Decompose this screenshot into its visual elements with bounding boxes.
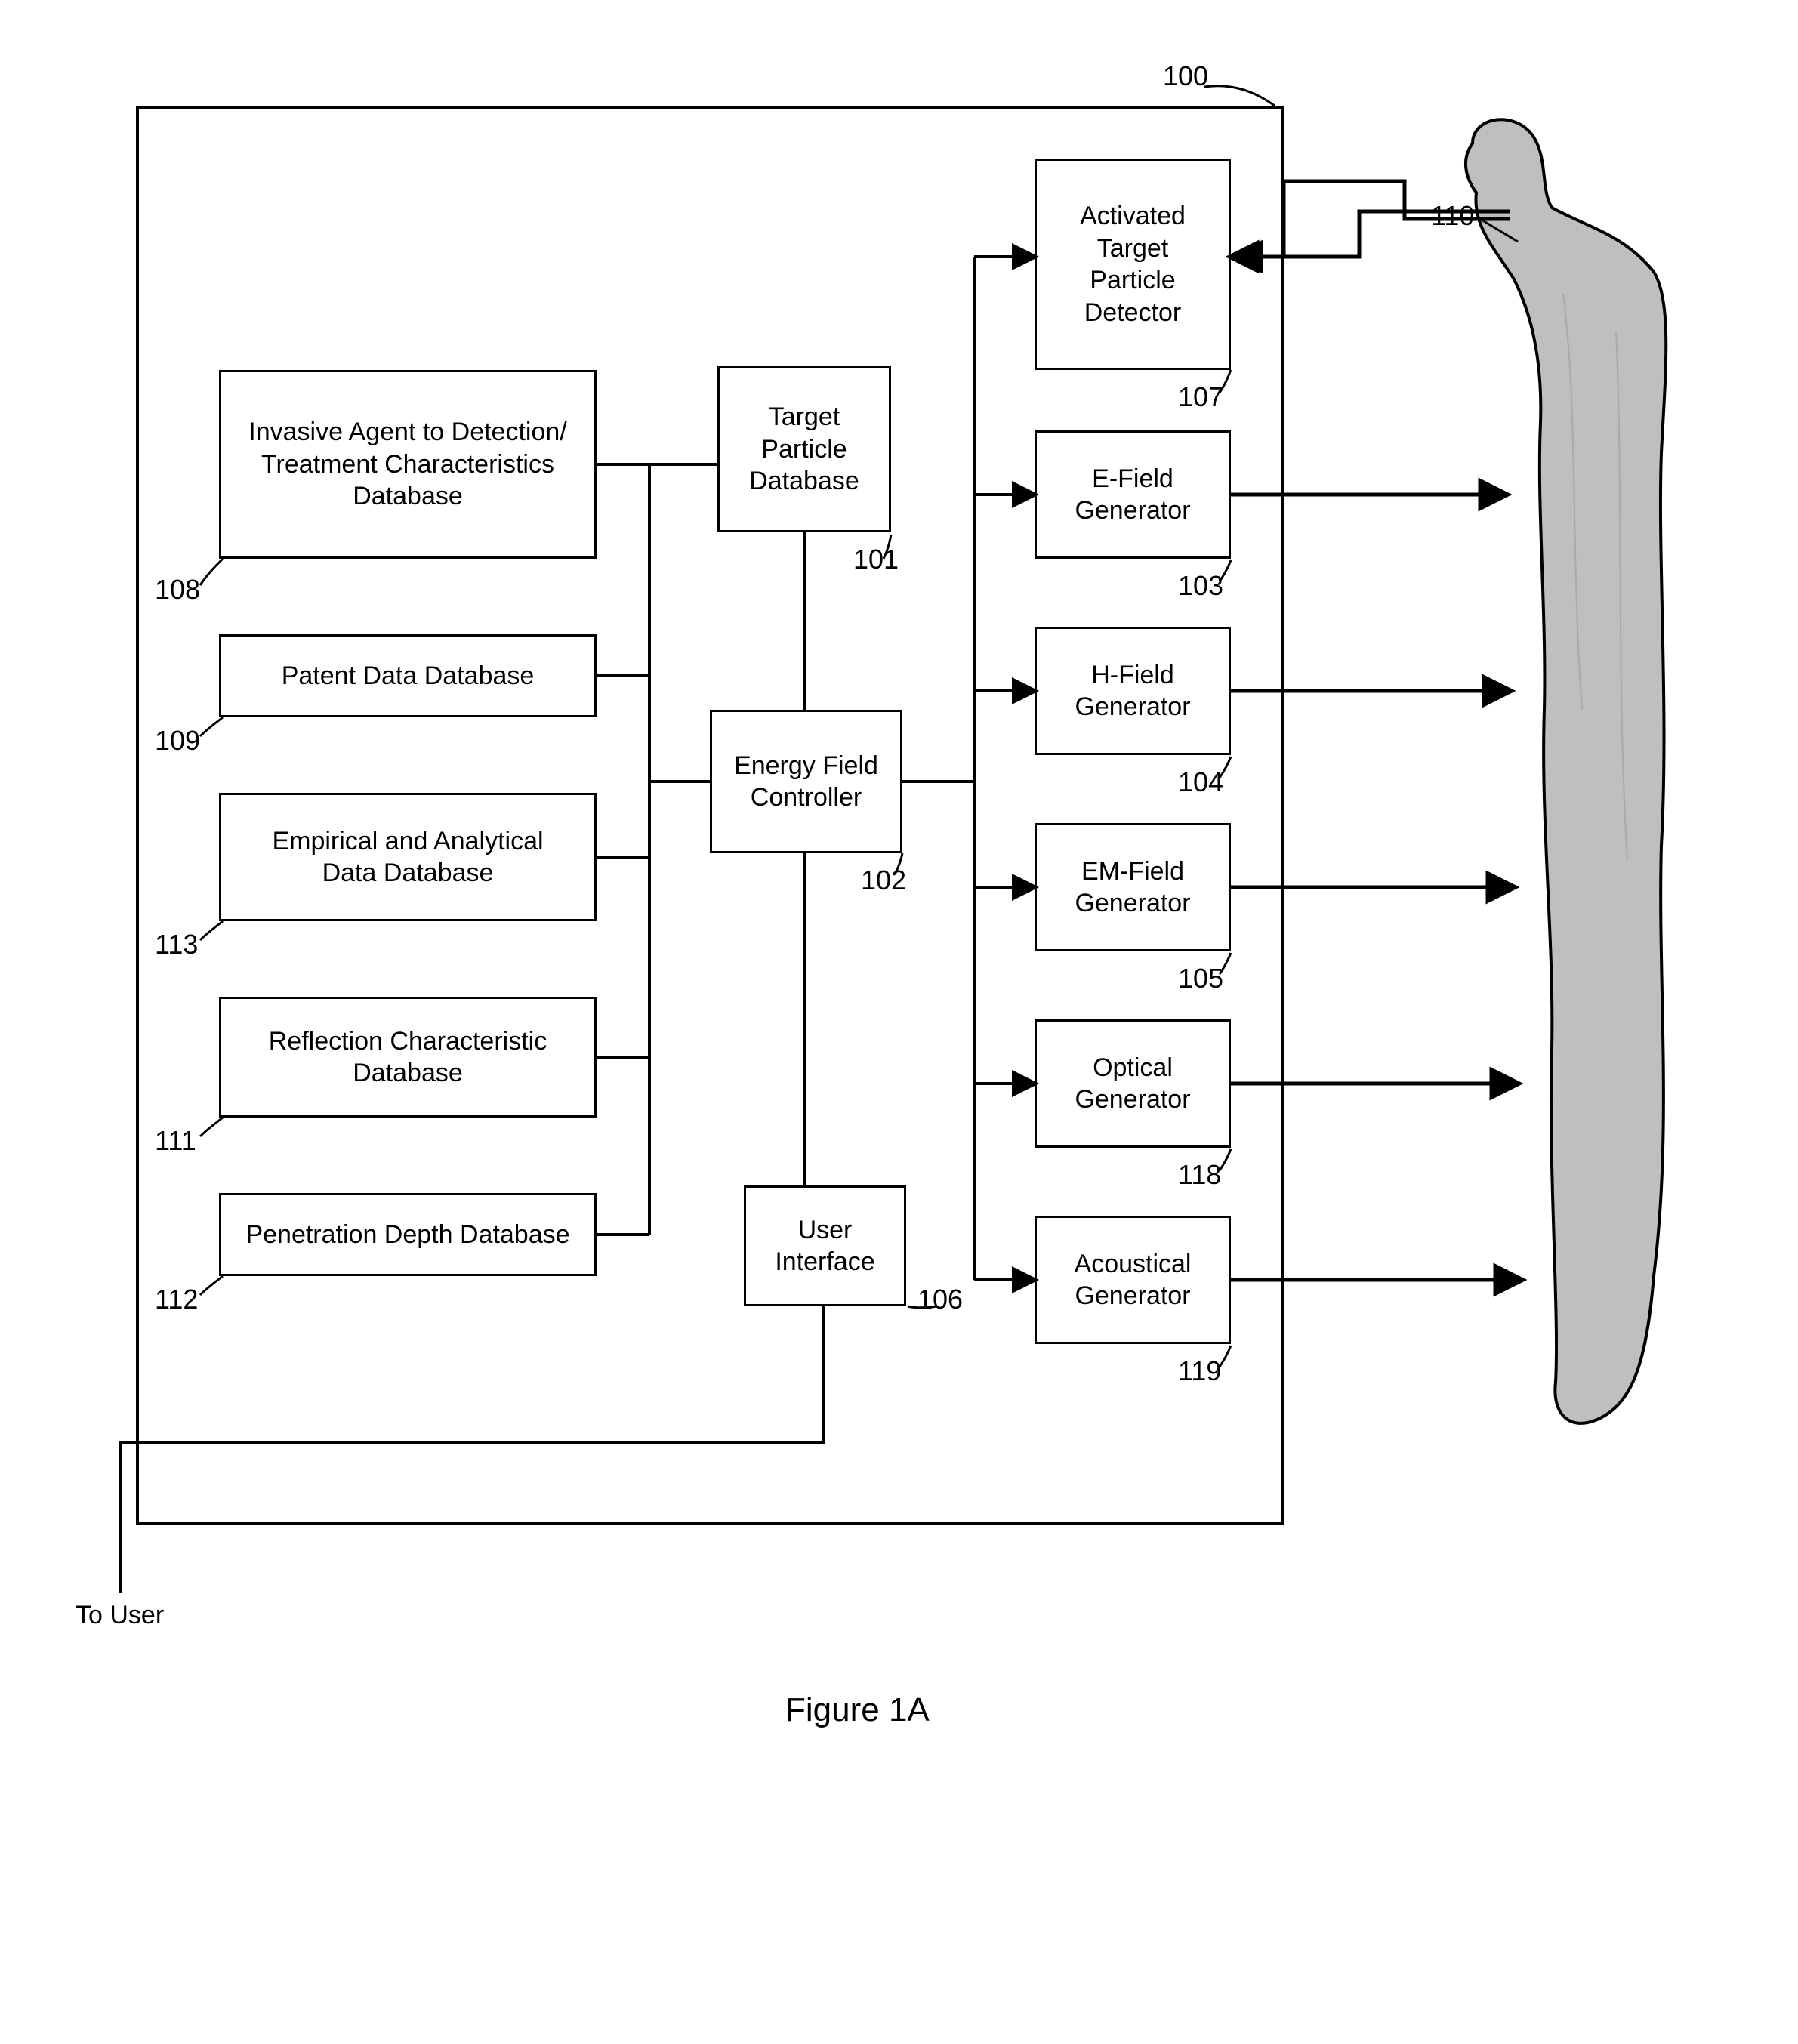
figure-label: Figure 1A	[785, 1691, 930, 1729]
hfield-box: H-Field Generator	[1035, 627, 1231, 755]
ref-111: 111	[155, 1125, 196, 1157]
ref-109: 109	[155, 725, 200, 757]
ref-103: 103	[1178, 570, 1223, 602]
acoustical-box: Acoustical Generator	[1035, 1216, 1231, 1344]
user-interface-box: User Interface	[744, 1185, 906, 1306]
invasive-db-box: Invasive Agent to Detection/ Treatment C…	[219, 370, 597, 559]
ref-108: 108	[155, 574, 200, 606]
to-user-label: To User	[76, 1601, 164, 1630]
ref-101: 101	[853, 544, 899, 575]
ref-107: 107	[1178, 381, 1223, 413]
patient-silhouette	[1466, 119, 1666, 1423]
efield-box: E-Field Generator	[1035, 430, 1231, 559]
optical-box: Optical Generator	[1035, 1019, 1231, 1148]
energy-field-controller-box: Energy Field Controller	[710, 710, 902, 853]
reflection-db-box: Reflection Characteristic Database	[219, 997, 597, 1118]
patent-db-box: Patent Data Database	[219, 634, 597, 717]
ref-119: 119	[1178, 1355, 1221, 1387]
empirical-db-box: Empirical and Analytical Data Database	[219, 793, 597, 921]
ref-102: 102	[861, 865, 906, 896]
ref-110: 110	[1431, 200, 1474, 232]
ref-100: 100	[1163, 60, 1208, 92]
ref-118: 118	[1178, 1159, 1221, 1191]
ref-104: 104	[1178, 766, 1223, 798]
detector-box: Activated Target Particle Detector	[1035, 159, 1231, 370]
ref-113: 113	[155, 929, 198, 960]
target-particle-db-box: Target Particle Database	[717, 366, 891, 532]
emfield-box: EM-Field Generator	[1035, 823, 1231, 951]
ref-112: 112	[155, 1284, 198, 1315]
ref-105: 105	[1178, 963, 1223, 994]
ref-106: 106	[918, 1284, 963, 1315]
penetration-db-box: Penetration Depth Database	[219, 1193, 597, 1276]
diagram-canvas: 100 Invasive Agent to Detection/ Treatme…	[30, 30, 1767, 1993]
